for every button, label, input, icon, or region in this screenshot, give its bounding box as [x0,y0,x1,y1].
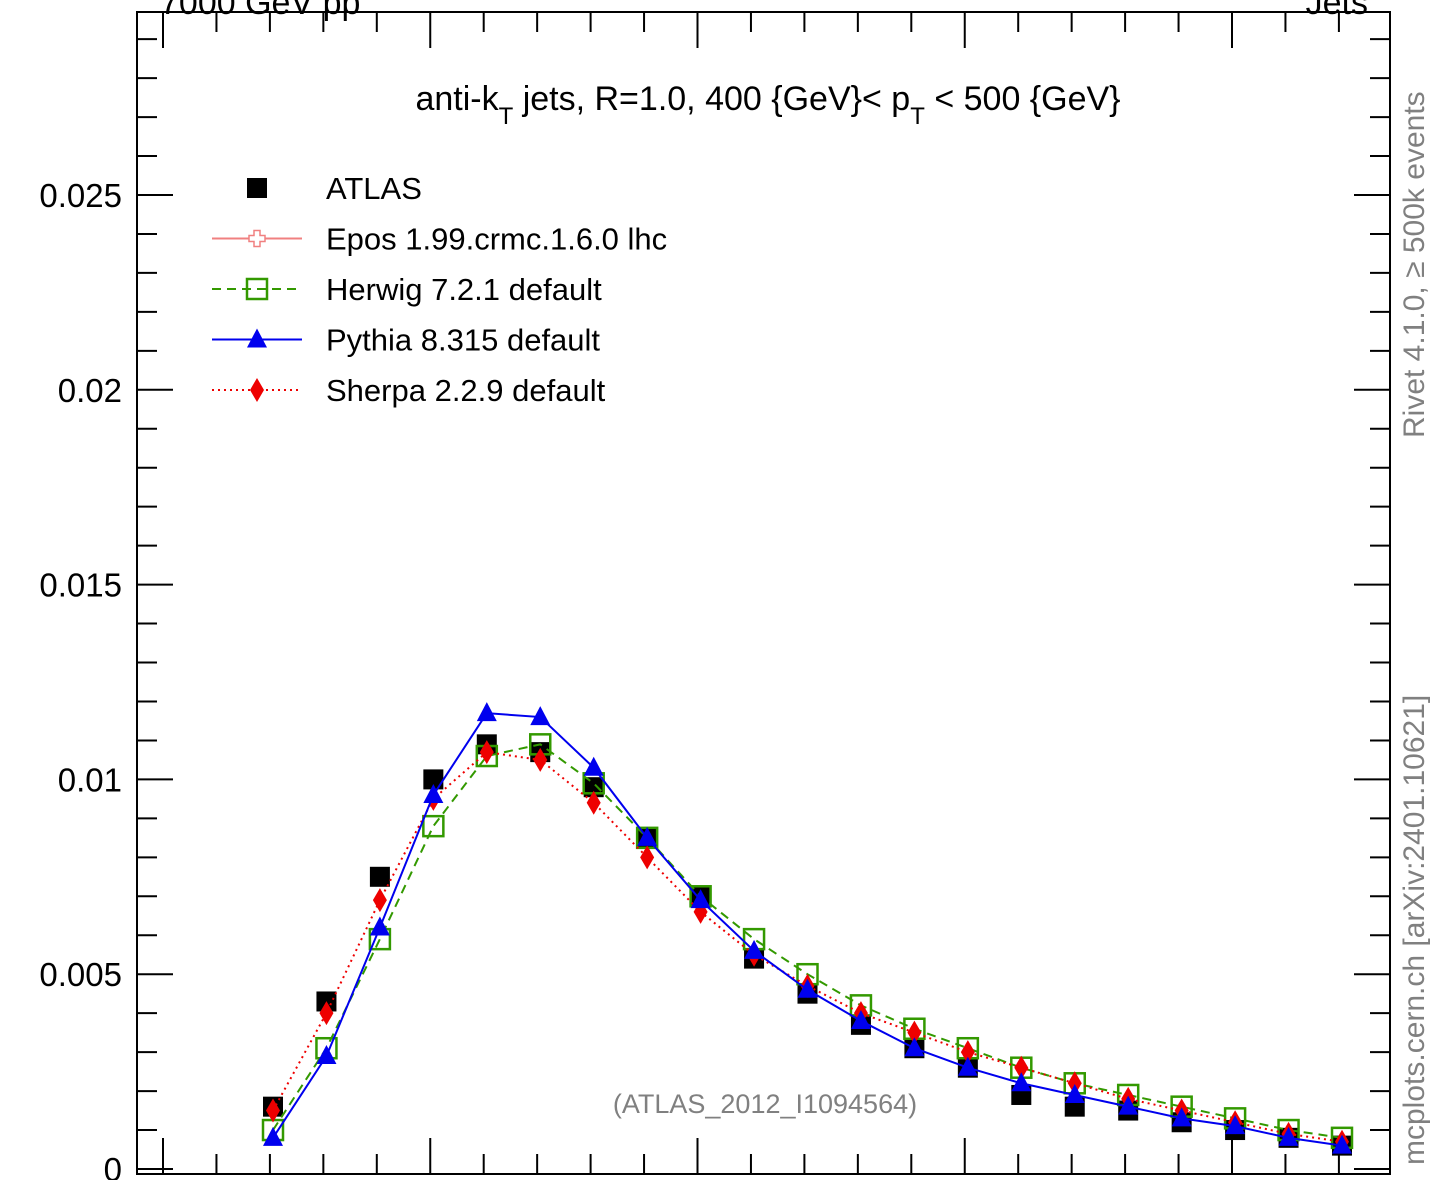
data-point-pythia [1225,1115,1246,1135]
data-point-pythia [1332,1134,1352,1154]
data-point-sherpa [1014,1055,1029,1080]
series-herwig [261,733,1354,1150]
data-point-sherpa [907,1020,922,1045]
data-point-sherpa [319,1001,334,1026]
legend-label-sherpa: Sherpa 2.2.9 default [326,373,606,408]
data-point-pythia [476,702,497,722]
legend-label-pythia: Pythia 8.315 default [326,323,600,358]
mcplots-label: mcplots.cern.ch [arXiv:2401.10621] [1398,695,1431,1165]
data-point-pythia [637,826,658,846]
y-tick-label: 0.015 [39,567,122,604]
y-tick-labels: 0 0.005 0.01 0.015 0.02 0.025 [39,177,122,1180]
data-point-herwig [422,814,445,838]
data-point-atlas [423,769,444,790]
title-sub-1: T [499,103,514,130]
title-part-2: jets, R=1.0, 400 {GeV}< p [513,80,910,118]
title-part-1: anti-k [415,80,499,118]
data-point-sherpa [372,888,387,913]
legend-marker-pythia [247,328,267,348]
data-point-pythia [904,1037,925,1057]
data-point-pythia [369,916,390,936]
legend-label-epos: Epos 1.99.crmc.1.6.0 lhc [326,222,667,257]
title-part-3: < 500 {GeV} [925,80,1121,118]
y-tick-label: 0 [104,1151,122,1180]
axis-ticks [137,12,1390,1174]
analysis-annotation: (ATLAS_2012_I1094564) [613,1089,917,1119]
legend-label-atlas: ATLAS [326,171,422,206]
data-point-pythia [957,1056,978,1076]
data-point-pythia [1278,1126,1299,1146]
legend-marker-sherpa [250,378,264,402]
series-layer [261,702,1354,1156]
data-point-sherpa [960,1040,975,1065]
y-tick-label: 0.025 [39,177,122,214]
data-point-pythia [690,889,711,909]
title-sub-2: T [910,103,925,130]
data-point-pythia [423,783,444,803]
y-tick-label: 0.01 [58,761,122,798]
data-point-pythia [850,1009,871,1029]
y-tick-label: 0.005 [39,956,122,993]
plot-frame [136,11,1391,1175]
data-point-pythia [1171,1107,1192,1127]
rivet-label: Rivet 4.1.0, ≥ 500k events [1398,91,1431,438]
data-point-sherpa [266,1098,280,1123]
chart-title: anti-kT jets, R=1.0, 400 {GeV}< pT < 500… [415,80,1120,130]
data-point-atlas [369,866,390,887]
series-pythia [263,702,1352,1154]
y-tick-label: 0.02 [58,372,122,409]
data-point-pythia [1064,1083,1085,1103]
data-point-pythia [797,978,818,998]
legend: ATLAS Epos 1.99.crmc.1.6.0 lhc Herwig 7.2.… [212,171,667,408]
data-point-pythia [744,939,765,959]
data-point-pythia [530,706,551,726]
data-point-sherpa [533,747,548,772]
data-point-sherpa [479,740,494,765]
data-point-pythia [1118,1095,1139,1115]
legend-marker-herwig [245,277,269,301]
legend-marker-atlas [247,178,267,198]
legend-label-herwig: Herwig 7.2.1 default [326,272,602,307]
data-point-pythia [583,756,604,776]
data-point-pythia [1011,1072,1032,1092]
data-point-sherpa [640,845,655,870]
data-point-sherpa [586,790,601,815]
data-point-pythia [263,1126,283,1146]
data-point-pythia [316,1045,337,1065]
legend-marker-epos [248,229,266,248]
data-point-sherpa [1067,1071,1082,1096]
